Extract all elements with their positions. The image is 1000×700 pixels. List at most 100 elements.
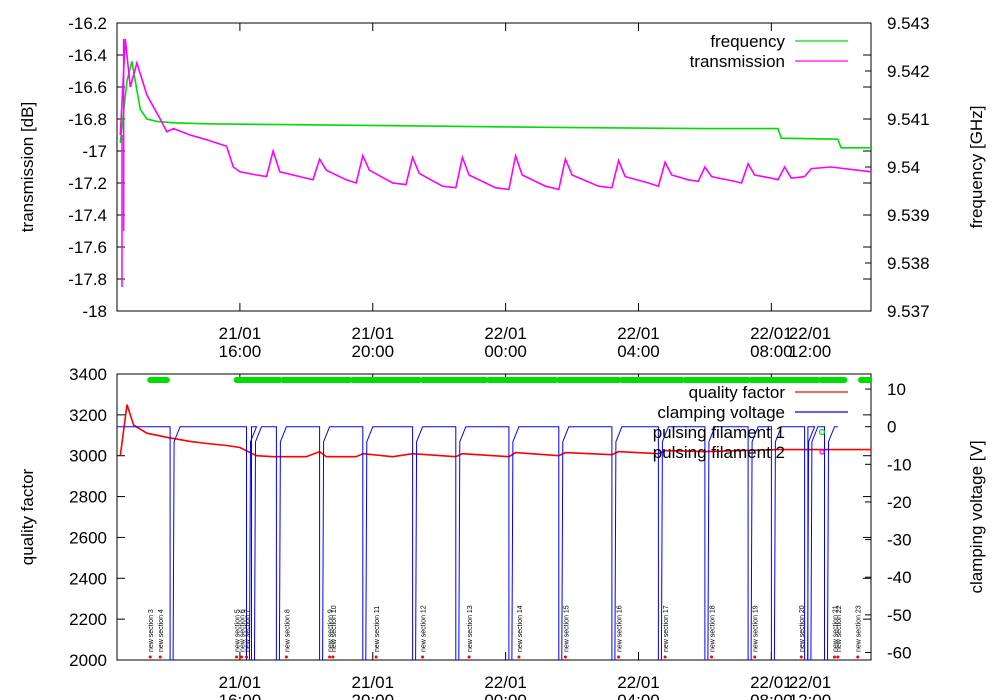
x-tick-label-time: 08:00 [750,691,793,700]
section-marker [563,655,567,659]
y2-tick-label: -20 [887,493,912,512]
x-tick-label-time: 20:00 [351,691,394,700]
section-annotation: new section 6 [240,609,247,652]
y2-axis-label: frequency [GHz] [967,106,986,229]
x-tick-label-time: 08:00 [750,342,793,361]
section-annotation: new section 14 [517,605,524,652]
section-marker [710,655,714,659]
section-marker [517,655,521,659]
y2-tick-label: -30 [887,531,912,550]
section-marker [235,655,239,659]
section-marker [245,655,249,659]
series-line-frequency [119,61,871,149]
section-marker [753,655,757,659]
plot-frame [116,373,872,661]
y-tick-label: -16.6 [68,78,107,97]
y-tick-label: -16.8 [68,110,107,129]
series-line-quality-factor [119,404,871,458]
legend-label: pulsing filament 2 [653,443,785,462]
section-annotation: new section 17 [663,605,670,652]
section-annotation: new section 12 [421,605,428,652]
x-tick-label-date: 22/01 [617,673,660,692]
section-annotation: new section 15 [563,605,570,652]
x-tick-label-time: 16:00 [219,342,262,361]
section-annotation: new section 22 [836,605,843,652]
y-tick-label: 2600 [69,528,107,547]
section-annotation: new section 5 [235,609,242,652]
y-tick-label: -16.4 [68,46,107,65]
x-tick-label-time: 20:00 [351,342,394,361]
x-tick-label-date: 21/01 [219,324,262,343]
section-annotation: new section 9 [328,609,335,652]
y-tick-label: 2800 [69,488,107,507]
x-tick-label-time: 16:00 [219,691,262,700]
y-tick-label: -17.2 [68,174,107,193]
section-annotation: new section 19 [753,605,760,652]
y2-tick-label: 9.539 [887,206,930,225]
section-marker [374,655,378,659]
y-tick-label: -17 [82,142,107,161]
section-marker [421,655,425,659]
legend-label: pulsing filament 1 [653,423,785,442]
y-tick-label: 2200 [69,610,107,629]
legend-label: clamping voltage [657,403,785,422]
section-marker [240,655,244,659]
section-annotation: new section 20 [799,605,806,652]
section-marker [663,655,667,659]
section-annotation: new section 10 [331,605,338,652]
y2-tick-label: 9.54 [887,158,920,177]
panel-1: -16.2 -16.4 -16.6 -16.8 -17 -17.2 -17.4 -17.6 -1… [18,14,986,361]
legend-label: quality factor [689,383,786,402]
section-marker [617,655,621,659]
legend-marker [818,428,826,436]
y-tick-label: -17.4 [68,206,107,225]
section-annotation: new section 18 [710,605,717,652]
series-line-transmission [119,38,871,191]
y2-tick-label: 0 [887,418,896,437]
section-marker [284,655,288,659]
section-annotation: new section 13 [467,605,474,652]
section-annotation: new section 16 [617,605,624,652]
legend-label: frequency [710,32,785,51]
x-tick-label-time: 12:00 [789,691,832,700]
x-tick-label-time: 04:00 [617,691,660,700]
section-annotation: new section 23 [856,605,863,652]
x-tick-label-date: 22/01 [617,324,660,343]
section-annotation: new section 8 [284,609,291,652]
section-annotation: new section 7 [245,609,252,652]
legend-marker [819,449,825,455]
y2-axis-label: clamping voltage [V] [967,440,986,593]
x-tick-label-time: 00:00 [484,342,527,361]
section-marker [836,655,840,659]
section-marker [331,655,335,659]
section-annotation: new section 21 [832,605,839,652]
section-marker [328,655,332,659]
y-tick-label: 3400 [69,365,107,384]
x-tick-label-date: 21/01 [219,673,262,692]
y2-tick-label: 9.537 [887,302,930,321]
section-marker [158,655,162,659]
y2-tick-label: 9.538 [887,254,930,273]
series-line-clamping-voltage [117,426,838,660]
y2-tick-label: -60 [887,643,912,662]
y-tick-label: 2000 [69,651,107,670]
plot-area [119,38,871,287]
legend-label: transmission [690,52,785,71]
plot-area: new section 3 new section 4 new section 5n… [117,377,871,660]
y2-tick-label: -40 [887,568,912,587]
section-marker [148,655,152,659]
y-tick-label: 3200 [69,406,107,425]
y-tick-label: -17.6 [68,238,107,257]
section-annotation: new section 4 [158,609,165,652]
y2-tick-label: 9.541 [887,110,930,129]
x-tick-label-date: 22/01 [484,673,527,692]
x-tick-label-date: 22/01 [484,324,527,343]
section-marker [832,655,836,659]
section-marker [856,655,860,659]
section-annotation: new section 11 [374,606,381,652]
y2-tick-label: -10 [887,455,912,474]
y2-tick-label: 10 [887,380,906,399]
x-tick-label-date: 22/01 [750,324,793,343]
